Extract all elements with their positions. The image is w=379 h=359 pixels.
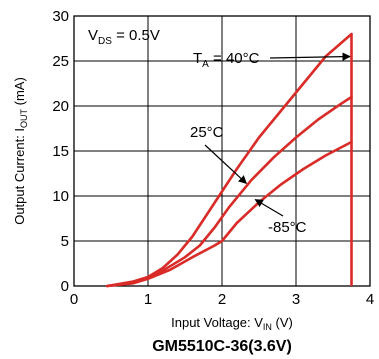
series-group	[106, 32, 353, 288]
x-tick-labels: 0 1 2 3 4	[70, 291, 374, 308]
y-tick-label: 30	[52, 8, 69, 25]
annotation-arrow	[254, 199, 284, 217]
x-tick-label: 4	[366, 291, 374, 308]
annotation-label: TA = 40°C	[193, 50, 260, 70]
y-tick-label: 25	[52, 53, 69, 70]
annotation-arrow	[204, 144, 248, 184]
annotation-label: 25°C	[190, 124, 224, 141]
y-tick-label: 20	[52, 98, 69, 115]
annotation-arrow	[269, 52, 351, 61]
series-line-2	[106, 140, 353, 288]
x-tick-label: 0	[70, 291, 78, 308]
y-tick-label: 5	[61, 233, 69, 250]
x-tick-label: 2	[218, 291, 226, 308]
y-tick-labels: 0 5 10 15 20 25 30	[52, 8, 69, 295]
y-axis-label: Output Current: IOUT (mA)	[12, 77, 29, 225]
y-tick-label: 10	[52, 188, 69, 205]
y-tick-label: 15	[52, 143, 69, 160]
y-tick-label: 0	[61, 278, 69, 295]
x-axis-label: Input Voltage: VIN (V)	[171, 315, 293, 332]
condition-label: VDS = 0.5V	[88, 27, 160, 47]
x-tick-label: 1	[144, 291, 152, 308]
chart-title: GM5510C-36(3.6V)	[152, 338, 292, 355]
annotations: TA = 40°C 25°C -85°C	[190, 50, 351, 236]
annotation-label: -85°C	[268, 219, 307, 236]
x-tick-label: 3	[292, 291, 300, 308]
